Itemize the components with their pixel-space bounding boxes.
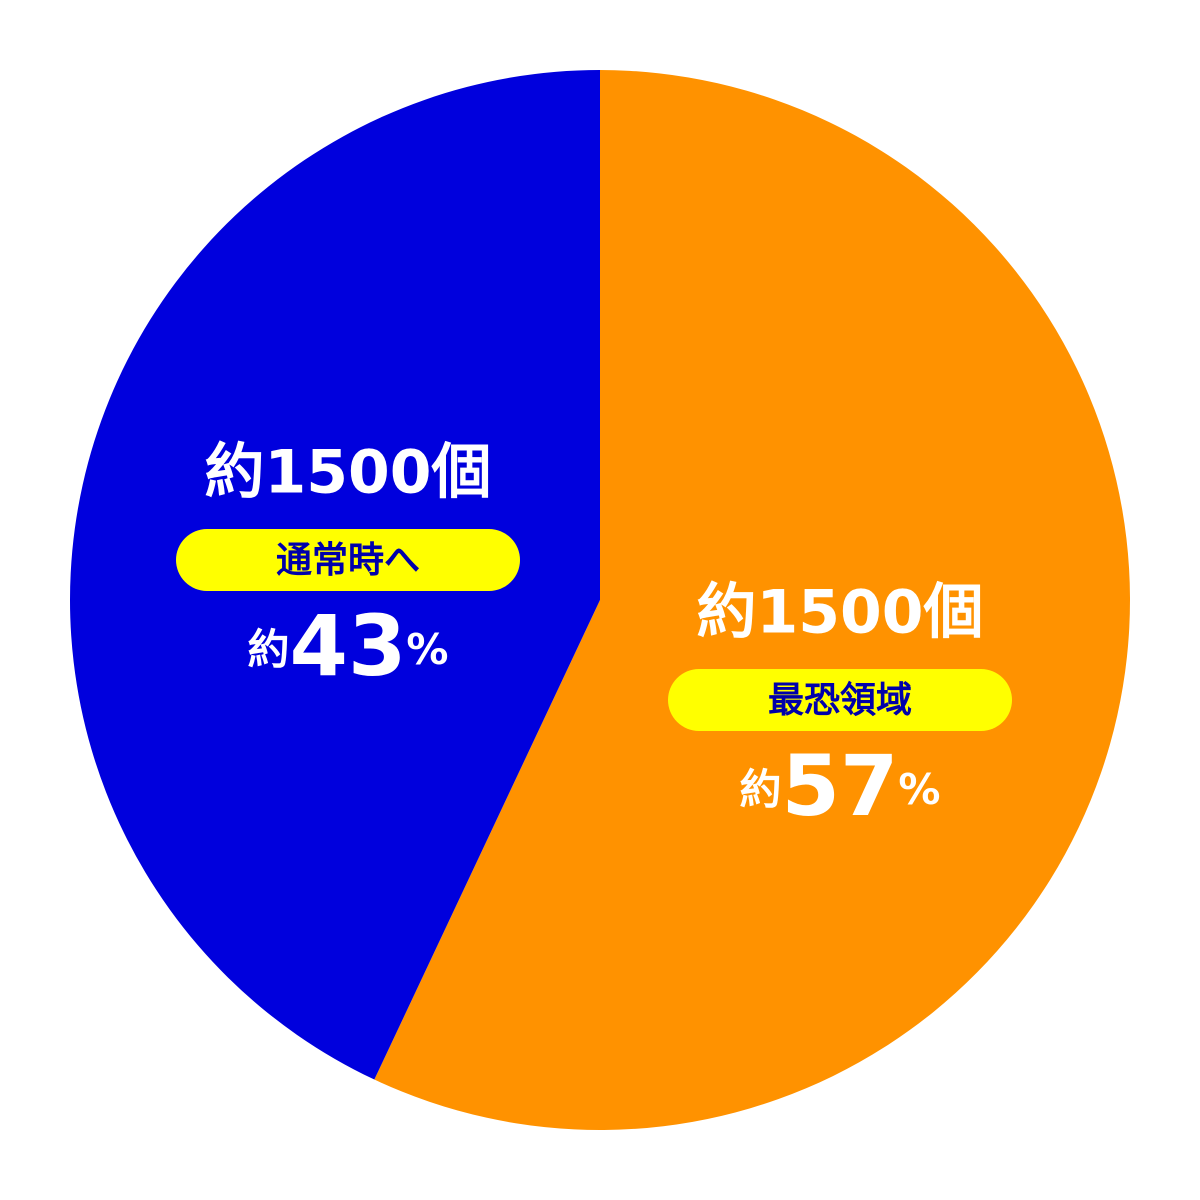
category-pill bbox=[176, 529, 520, 591]
pie-slice bbox=[374, 70, 1130, 1130]
count-label: 約1500個 bbox=[697, 578, 984, 648]
value-affix: % bbox=[898, 765, 940, 814]
value-number: 57 bbox=[782, 737, 899, 835]
value-affix: 約 bbox=[247, 625, 289, 674]
category-pill bbox=[668, 669, 1012, 731]
count-label: 約1500個 bbox=[205, 438, 492, 508]
value-affix: 約 bbox=[739, 765, 781, 814]
category-label: 通常時へ bbox=[276, 540, 420, 581]
value-number: 43 bbox=[290, 597, 407, 695]
category-label: 最恐領域 bbox=[768, 679, 912, 721]
value-affix: % bbox=[406, 625, 448, 674]
value-label: 約57% bbox=[739, 737, 940, 835]
value-label: 約43% bbox=[247, 597, 448, 695]
